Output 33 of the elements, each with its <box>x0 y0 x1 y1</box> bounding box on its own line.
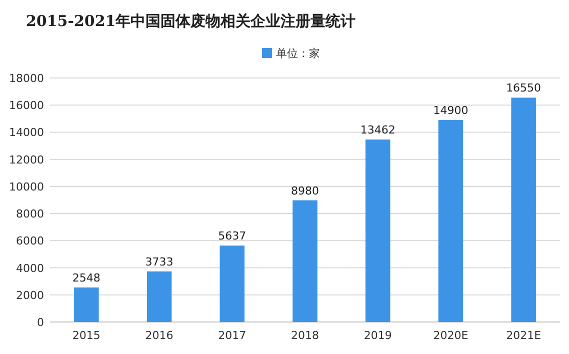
y-tick-label: 2000 <box>16 288 44 302</box>
data-label: 16550 <box>506 82 542 95</box>
y-tick-label: 0 <box>37 316 44 329</box>
data-label: 14900 <box>433 104 468 118</box>
x-tick-label: 2016 <box>145 329 174 342</box>
y-tick-label: 18000 <box>9 72 44 85</box>
y-tick-label: 8000 <box>16 208 44 221</box>
y-tick-label: 10000 <box>9 180 44 194</box>
bar <box>74 287 99 322</box>
y-tick-label: 4000 <box>16 262 44 275</box>
y-tick-label: 6000 <box>16 234 44 248</box>
x-tick-label: 2017 <box>218 329 246 342</box>
data-label: 5637 <box>218 230 246 243</box>
data-label: 13462 <box>360 124 396 137</box>
data-label: 2548 <box>72 271 100 284</box>
y-tick-label: 12000 <box>9 153 44 166</box>
x-tick-label: 2021E <box>506 329 542 342</box>
bar <box>365 140 390 322</box>
y-tick-label: 16000 <box>9 99 44 112</box>
y-tick-label: 14000 <box>9 126 44 140</box>
x-tick-label: 2015 <box>72 329 100 342</box>
bar <box>146 271 172 322</box>
data-label: 8980 <box>291 184 319 198</box>
legend-label: 单位：家 <box>276 47 320 60</box>
x-tick-label: 2020E <box>433 329 468 342</box>
data-label: 3733 <box>145 255 174 268</box>
bar <box>511 98 536 322</box>
bar <box>438 120 464 322</box>
bar <box>292 200 318 322</box>
x-tick-label: 2018 <box>291 329 319 342</box>
x-tick-label: 2019 <box>364 329 392 342</box>
bar <box>220 246 245 322</box>
chart-title: 2015-2021年中国固体废物相关企业注册量统计 <box>26 12 356 30</box>
